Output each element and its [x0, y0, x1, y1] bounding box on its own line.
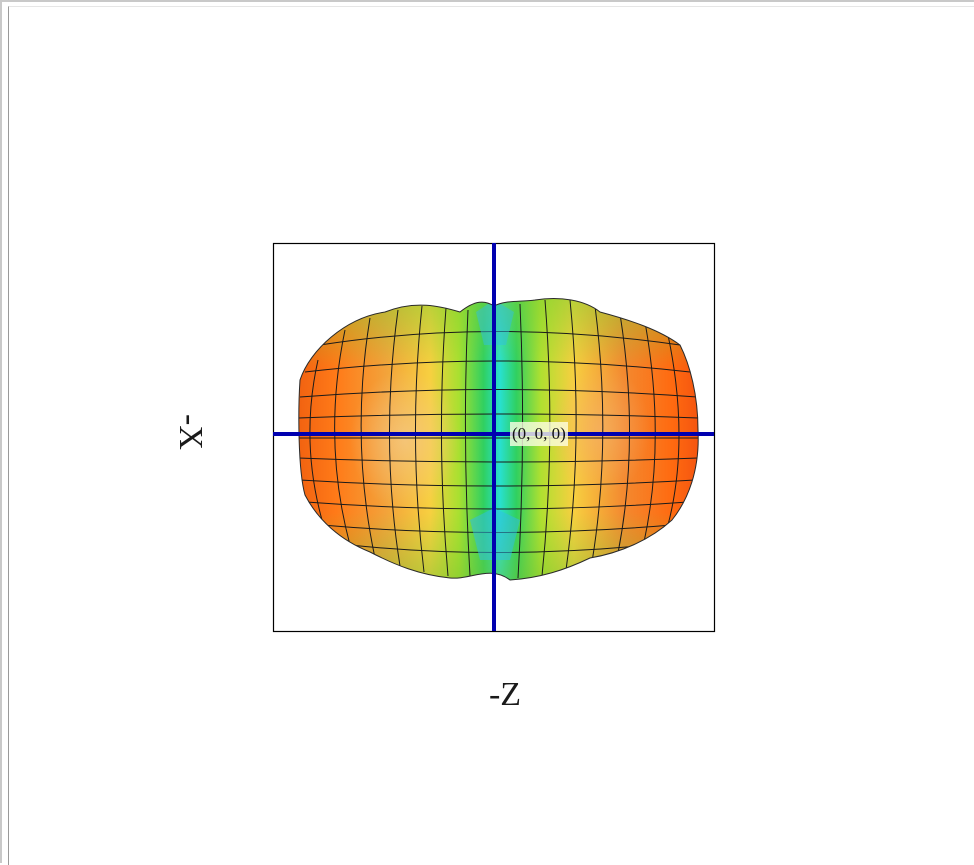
horizontal-axis-label: -Z: [488, 676, 522, 713]
surface-outline: [298, 298, 699, 581]
vertical-axis-label: -X: [172, 414, 209, 450]
viewport-inner-edge: [8, 6, 974, 865]
origin-label: (0, 0, 0): [510, 422, 568, 446]
surface-mesh: [298, 298, 699, 580]
